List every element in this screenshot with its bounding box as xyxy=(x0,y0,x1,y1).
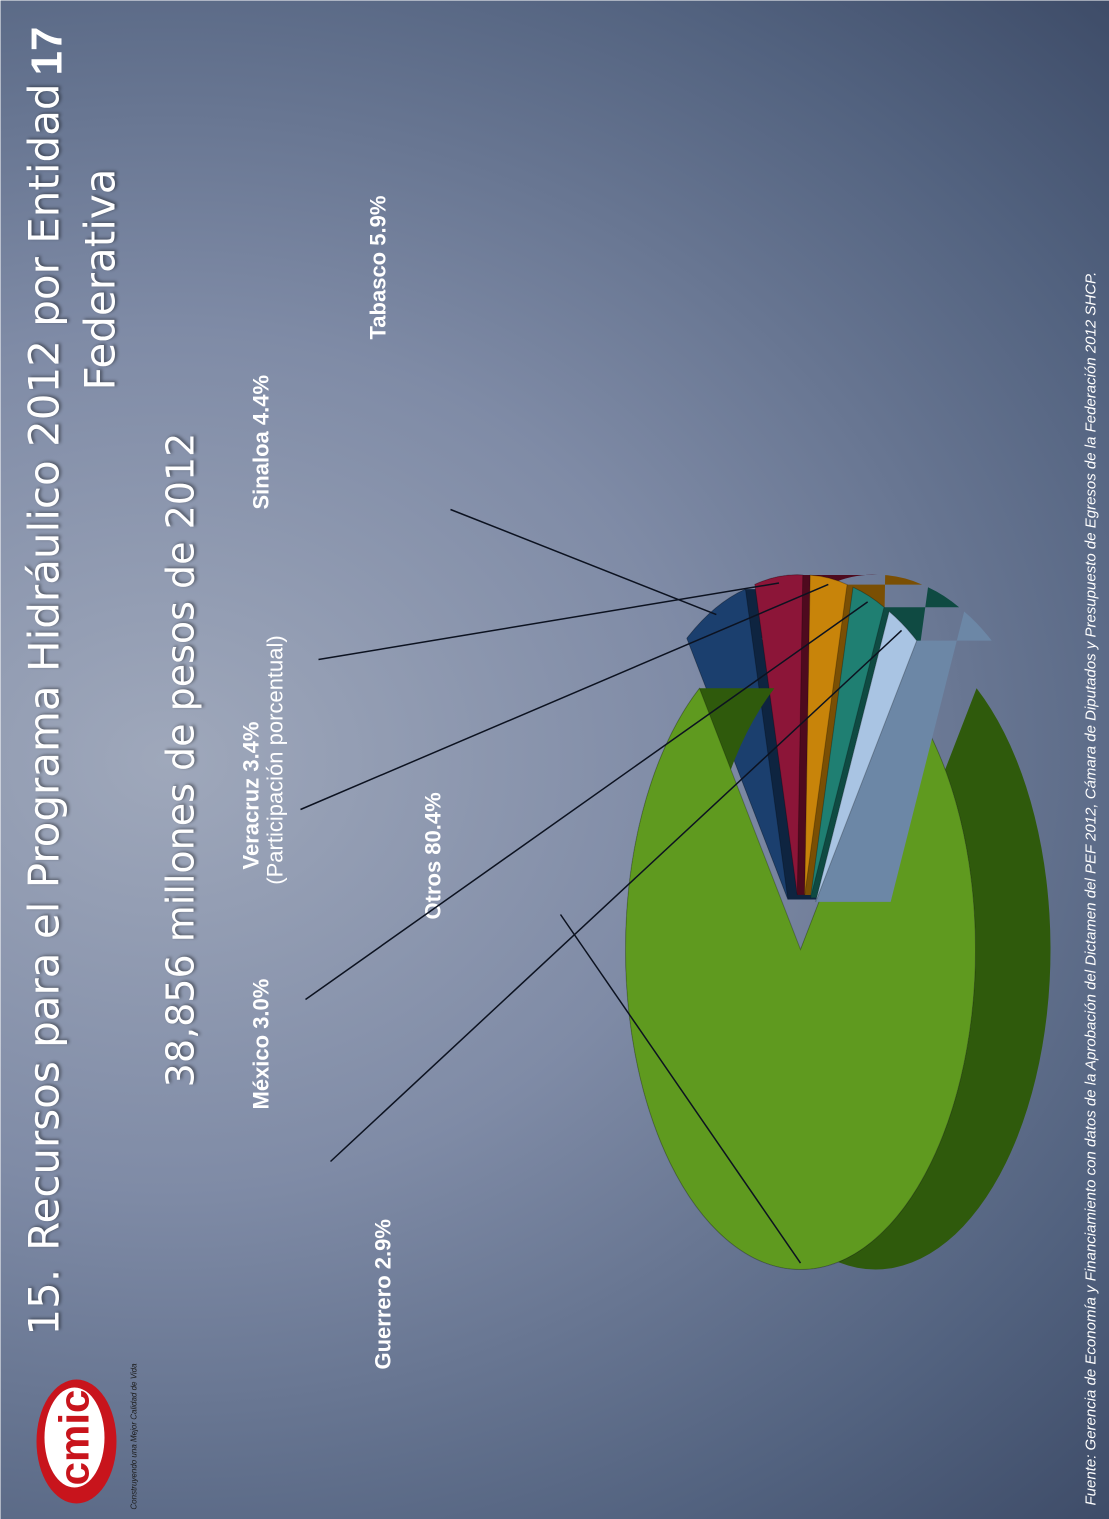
leader-line-otros xyxy=(559,913,801,1264)
pie-slices xyxy=(624,573,1050,1270)
leader-line-guerrero xyxy=(329,629,902,1162)
leader-line-sinaloa xyxy=(317,581,779,660)
data-label-méxico: México 3.0% xyxy=(248,978,273,1109)
cmic-logo: cmic Construyendo una Mejor Calidad de V… xyxy=(36,1362,138,1509)
data-label-veracruz: Veracruz 3.4% xyxy=(238,721,263,869)
data-label-otros: Otros 80.4% xyxy=(420,792,445,919)
data-label-guerrero: Guerrero 2.9% xyxy=(370,1219,395,1369)
logo-text: cmic xyxy=(50,1389,97,1485)
slice-top xyxy=(803,574,848,895)
data-label-sinaloa: Sinaloa 4.4% xyxy=(248,374,273,509)
source-note: Fuente: Gerencia de Economía y Financiam… xyxy=(1082,271,1099,1505)
slice-side xyxy=(815,611,992,902)
data-label-tabasco: Tabasco 5.9% xyxy=(365,195,390,339)
logo-tagline: Construyendo una Mejor Calidad de Vida xyxy=(129,1362,138,1509)
leader-line-méxico xyxy=(304,600,868,1000)
leader-line-veracruz xyxy=(299,583,829,810)
pie-labels: Otros 80.4% Tabasco 5.9% Sinaloa 4.4% Verac… xyxy=(238,195,902,1369)
leader-line-tabasco xyxy=(449,508,717,615)
logo-inner-oval xyxy=(44,1387,104,1487)
